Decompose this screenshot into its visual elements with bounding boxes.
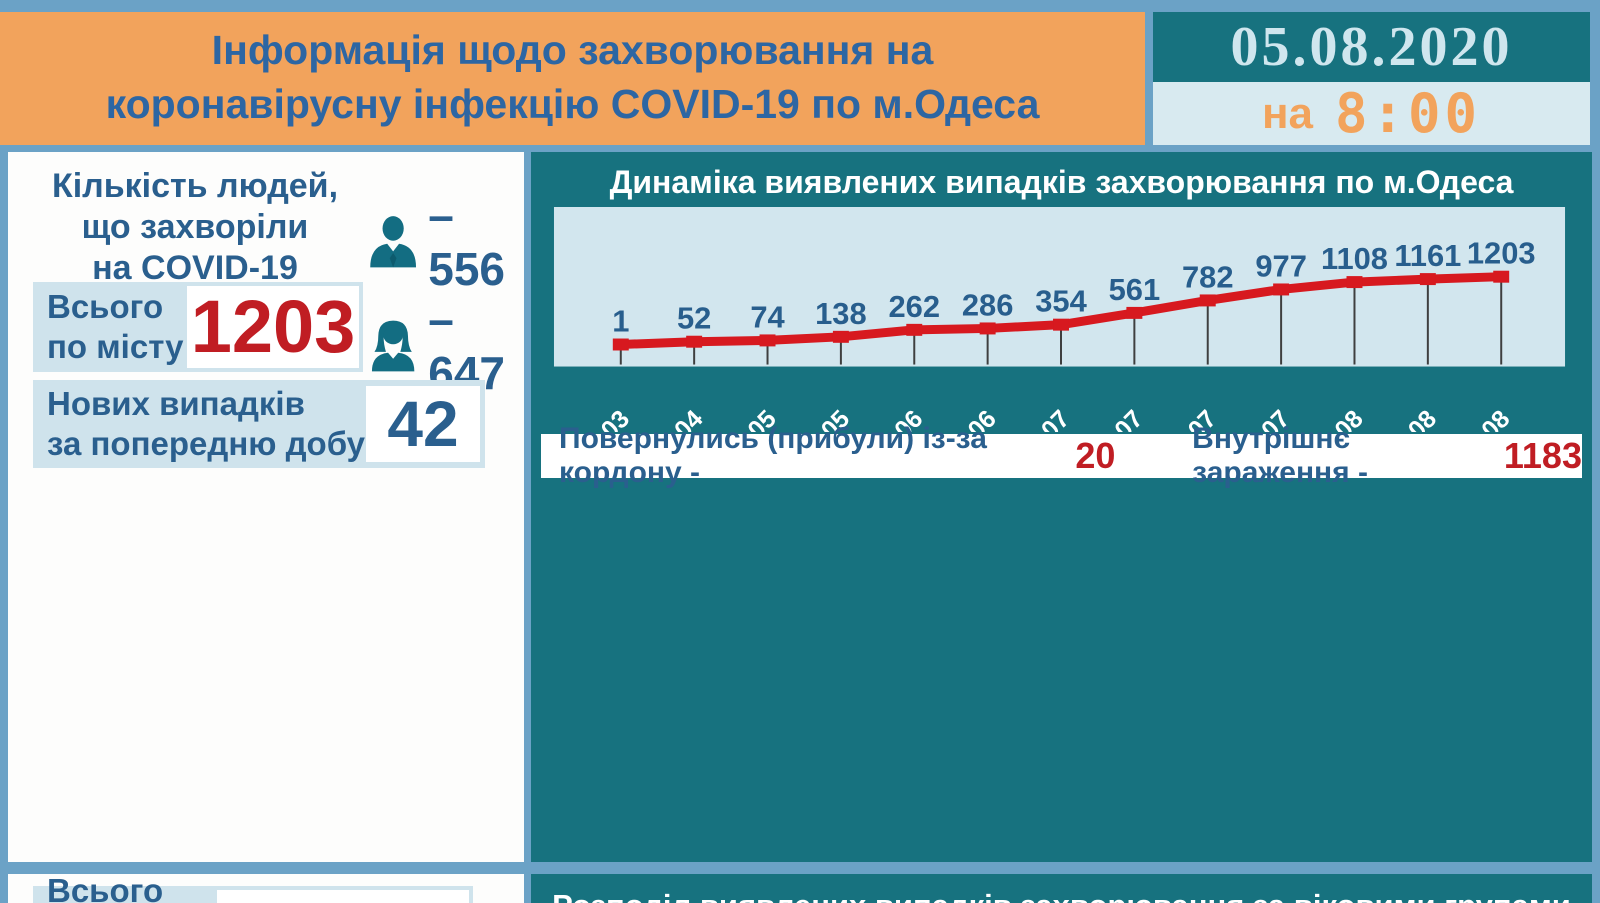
region-stats-panel: Всього по області 3649 Нових випадків за… — [8, 872, 524, 903]
report-time-box: на 8:00 — [1153, 82, 1590, 145]
content: Кількість людей, що захворіли на COVID-1… — [8, 152, 1592, 903]
returned-label: Повернулись (прибули) із-за кордону - — [559, 422, 987, 490]
svg-text:561: 561 — [1109, 272, 1161, 307]
returned-value: 20 — [1075, 435, 1116, 477]
region-total-label: Всього по області — [47, 871, 164, 903]
svg-text:1161: 1161 — [1394, 238, 1461, 273]
page-title: Інформація щодо захворювання на коронаві… — [0, 12, 1145, 145]
region-total-value: 3649 — [217, 890, 469, 903]
region-total-box: Всього по області 3649 — [33, 872, 473, 903]
male-cases-row: –556 — [366, 188, 524, 296]
right-column: Динаміка виявлених випадків захворювання… — [531, 152, 1592, 903]
svg-text:138: 138 — [815, 296, 867, 331]
internal-value: 1183 — [1503, 435, 1582, 477]
datetime-box: 05.08.2020 на 8:00 — [1153, 12, 1590, 145]
dynamics-chart-svg: 1527413826228635456178297711081161120325… — [553, 207, 1566, 433]
female-icon — [371, 320, 415, 372]
svg-text:286: 286 — [962, 287, 1014, 322]
report-date: 05.08.2020 — [1153, 12, 1590, 82]
svg-text:1203: 1203 — [1467, 236, 1536, 271]
age-groups-panel: Розподіл виявлених випадків захворювання… — [531, 874, 1592, 903]
city-total-box: Всього по місту 1203 — [33, 282, 363, 372]
city-new-box: Нових випадків за попередню добу 42 — [33, 380, 485, 468]
svg-text:1: 1 — [612, 304, 629, 339]
age-groups-title: Розподіл виявлених випадків захворювання… — [531, 888, 1592, 903]
report-time: 8:00 — [1335, 82, 1482, 145]
internal-label: Внутрішнє зараження - — [1192, 422, 1369, 490]
city-stats-panel: Кількість людей, що захворіли на COVID-1… — [8, 152, 524, 863]
city-panel-header: Кількість людей, що захворіли на COVID-1… — [51, 167, 339, 287]
dynamics-chart-panel: Динаміка виявлених випадків захворювання… — [531, 152, 1592, 863]
svg-text:262: 262 — [888, 289, 940, 324]
city-new-label: Нових випадків за попередню добу — [47, 385, 366, 462]
svg-text:354: 354 — [1035, 284, 1087, 319]
city-total-label: Всього по місту — [47, 288, 184, 365]
svg-text:74: 74 — [750, 299, 785, 334]
svg-text:1108: 1108 — [1321, 241, 1388, 276]
top-banner-row: Інформація щодо захворювання на коронаві… — [0, 0, 1600, 145]
city-new-value: 42 — [366, 386, 480, 462]
svg-text:977: 977 — [1255, 248, 1307, 283]
chart-title: Динаміка виявлених випадків захворювання… — [609, 164, 1514, 200]
svg-text:15.07: 15.07 — [1085, 405, 1149, 433]
time-prefix: на — [1261, 88, 1313, 138]
city-total-value: 1203 — [187, 286, 359, 368]
male-icon — [370, 216, 417, 268]
male-cases-count: –556 — [428, 189, 506, 295]
svg-text:782: 782 — [1182, 259, 1234, 294]
origin-strip: Повернулись (прибули) із-за кордону - 20… — [541, 422, 1582, 489]
svg-text:52: 52 — [677, 301, 711, 336]
left-column: Кількість людей, що захворіли на COVID-1… — [8, 152, 524, 903]
